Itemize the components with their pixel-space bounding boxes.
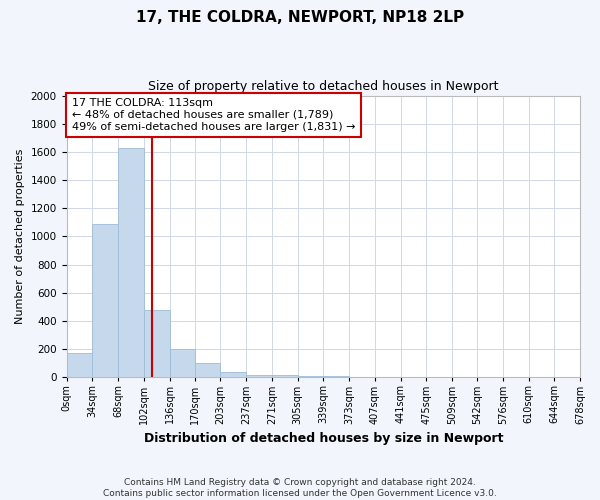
- Bar: [220, 372, 246, 378]
- Text: Contains HM Land Registry data © Crown copyright and database right 2024.
Contai: Contains HM Land Registry data © Crown c…: [103, 478, 497, 498]
- Bar: [144, 310, 170, 378]
- Bar: [272, 375, 298, 378]
- Bar: [323, 376, 349, 378]
- Bar: [246, 374, 272, 378]
- Bar: [349, 376, 375, 378]
- Text: 17, THE COLDRA, NEWPORT, NP18 2LP: 17, THE COLDRA, NEWPORT, NP18 2LP: [136, 10, 464, 25]
- X-axis label: Distribution of detached houses by size in Newport: Distribution of detached houses by size …: [143, 432, 503, 445]
- Y-axis label: Number of detached properties: Number of detached properties: [15, 149, 25, 324]
- Text: 17 THE COLDRA: 113sqm
← 48% of detached houses are smaller (1,789)
49% of semi-d: 17 THE COLDRA: 113sqm ← 48% of detached …: [71, 98, 355, 132]
- Title: Size of property relative to detached houses in Newport: Size of property relative to detached ho…: [148, 80, 499, 93]
- Bar: [170, 349, 195, 378]
- Bar: [67, 354, 92, 378]
- Bar: [92, 224, 118, 378]
- Bar: [298, 376, 323, 378]
- Bar: [195, 364, 220, 378]
- Bar: [118, 148, 144, 378]
